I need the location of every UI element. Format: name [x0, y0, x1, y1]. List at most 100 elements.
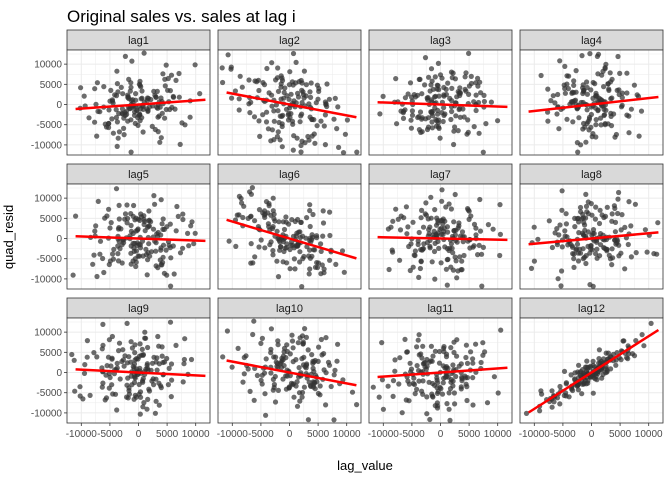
data-point [587, 364, 594, 371]
data-point [451, 390, 457, 396]
data-point [608, 366, 614, 372]
data-point [128, 339, 134, 345]
data-point [579, 391, 585, 397]
data-point [155, 333, 161, 340]
data-point [531, 224, 537, 230]
data-point [293, 243, 299, 249]
data-point [303, 82, 309, 88]
data-point [151, 193, 157, 199]
data-point [445, 80, 451, 86]
data-point [113, 93, 120, 99]
data-point [463, 381, 469, 387]
x-axes: -10000 -5000 0 5000 10000 -10000 -5000 0 5000 100… [66, 423, 663, 440]
data-point [140, 404, 146, 410]
data-point [158, 232, 164, 238]
data-point [449, 108, 455, 115]
data-point [648, 320, 654, 326]
data-point [392, 357, 398, 363]
data-point [574, 140, 581, 146]
x-tick-label: 10000 [635, 429, 663, 440]
data-point [597, 207, 603, 213]
data-point [273, 354, 279, 360]
y-tick-label: 5000 [40, 80, 63, 91]
fit-line-lag2 [226, 91, 357, 119]
data-point [563, 211, 569, 217]
data-point [246, 77, 252, 83]
data-point [408, 366, 415, 372]
data-point [290, 233, 297, 239]
data-point [125, 375, 131, 381]
x-tick-label: 0 [589, 429, 595, 440]
data-point [279, 77, 286, 84]
data-point [588, 374, 594, 380]
data-point [593, 134, 599, 140]
data-point [619, 102, 625, 108]
data-point [128, 80, 134, 86]
data-point [341, 269, 347, 275]
data-point [145, 223, 152, 229]
data-point [590, 390, 596, 396]
data-point [457, 85, 463, 91]
data-point [436, 245, 442, 251]
data-point [465, 207, 471, 213]
data-point [562, 228, 568, 234]
y-tick-label: 0 [56, 100, 62, 111]
data-point [321, 123, 327, 129]
data-point [600, 68, 606, 74]
data-point [424, 95, 430, 101]
data-point [370, 384, 376, 390]
data-point [562, 63, 568, 69]
data-point [252, 218, 258, 224]
data-point [153, 398, 159, 404]
data-point [339, 248, 346, 254]
data-point [567, 101, 573, 107]
data-point [172, 106, 178, 112]
data-point [470, 375, 476, 381]
data-point [137, 78, 143, 84]
data-point [604, 204, 610, 210]
data-point [236, 96, 242, 102]
data-point [416, 332, 422, 338]
data-point [92, 86, 98, 92]
data-point [259, 372, 265, 378]
panel-lag8: lag8 [519, 163, 664, 290]
data-point [158, 135, 164, 141]
data-point [78, 85, 84, 91]
data-point [618, 250, 624, 256]
data-point [274, 258, 280, 264]
data-point [122, 53, 128, 60]
data-point [279, 113, 285, 119]
data-point [296, 365, 302, 371]
data-point [590, 358, 596, 364]
data-point [340, 150, 347, 156]
data-point [309, 352, 315, 358]
data-point [444, 373, 450, 380]
data-point [250, 331, 256, 338]
data-point [284, 241, 290, 247]
data-point [129, 58, 135, 64]
data-point [302, 326, 308, 332]
data-point [589, 212, 595, 218]
data-point [241, 203, 247, 209]
fit-line-lag1 [75, 98, 206, 111]
points-lag3 [377, 50, 501, 155]
data-point [390, 218, 396, 224]
data-point [141, 50, 147, 56]
data-point [467, 245, 473, 251]
data-point [587, 51, 593, 57]
data-point [590, 131, 596, 137]
data-point [418, 351, 424, 357]
data-point [406, 381, 412, 387]
data-point [389, 247, 395, 253]
data-point [475, 252, 481, 258]
data-point [149, 360, 156, 366]
data-point [245, 215, 251, 221]
data-point [251, 114, 258, 120]
data-point [273, 359, 279, 365]
data-point [397, 227, 404, 233]
data-point [72, 388, 78, 394]
data-point [93, 223, 99, 229]
data-point [580, 256, 586, 262]
data-point [188, 223, 194, 229]
fit-line-lag4 [528, 95, 659, 113]
